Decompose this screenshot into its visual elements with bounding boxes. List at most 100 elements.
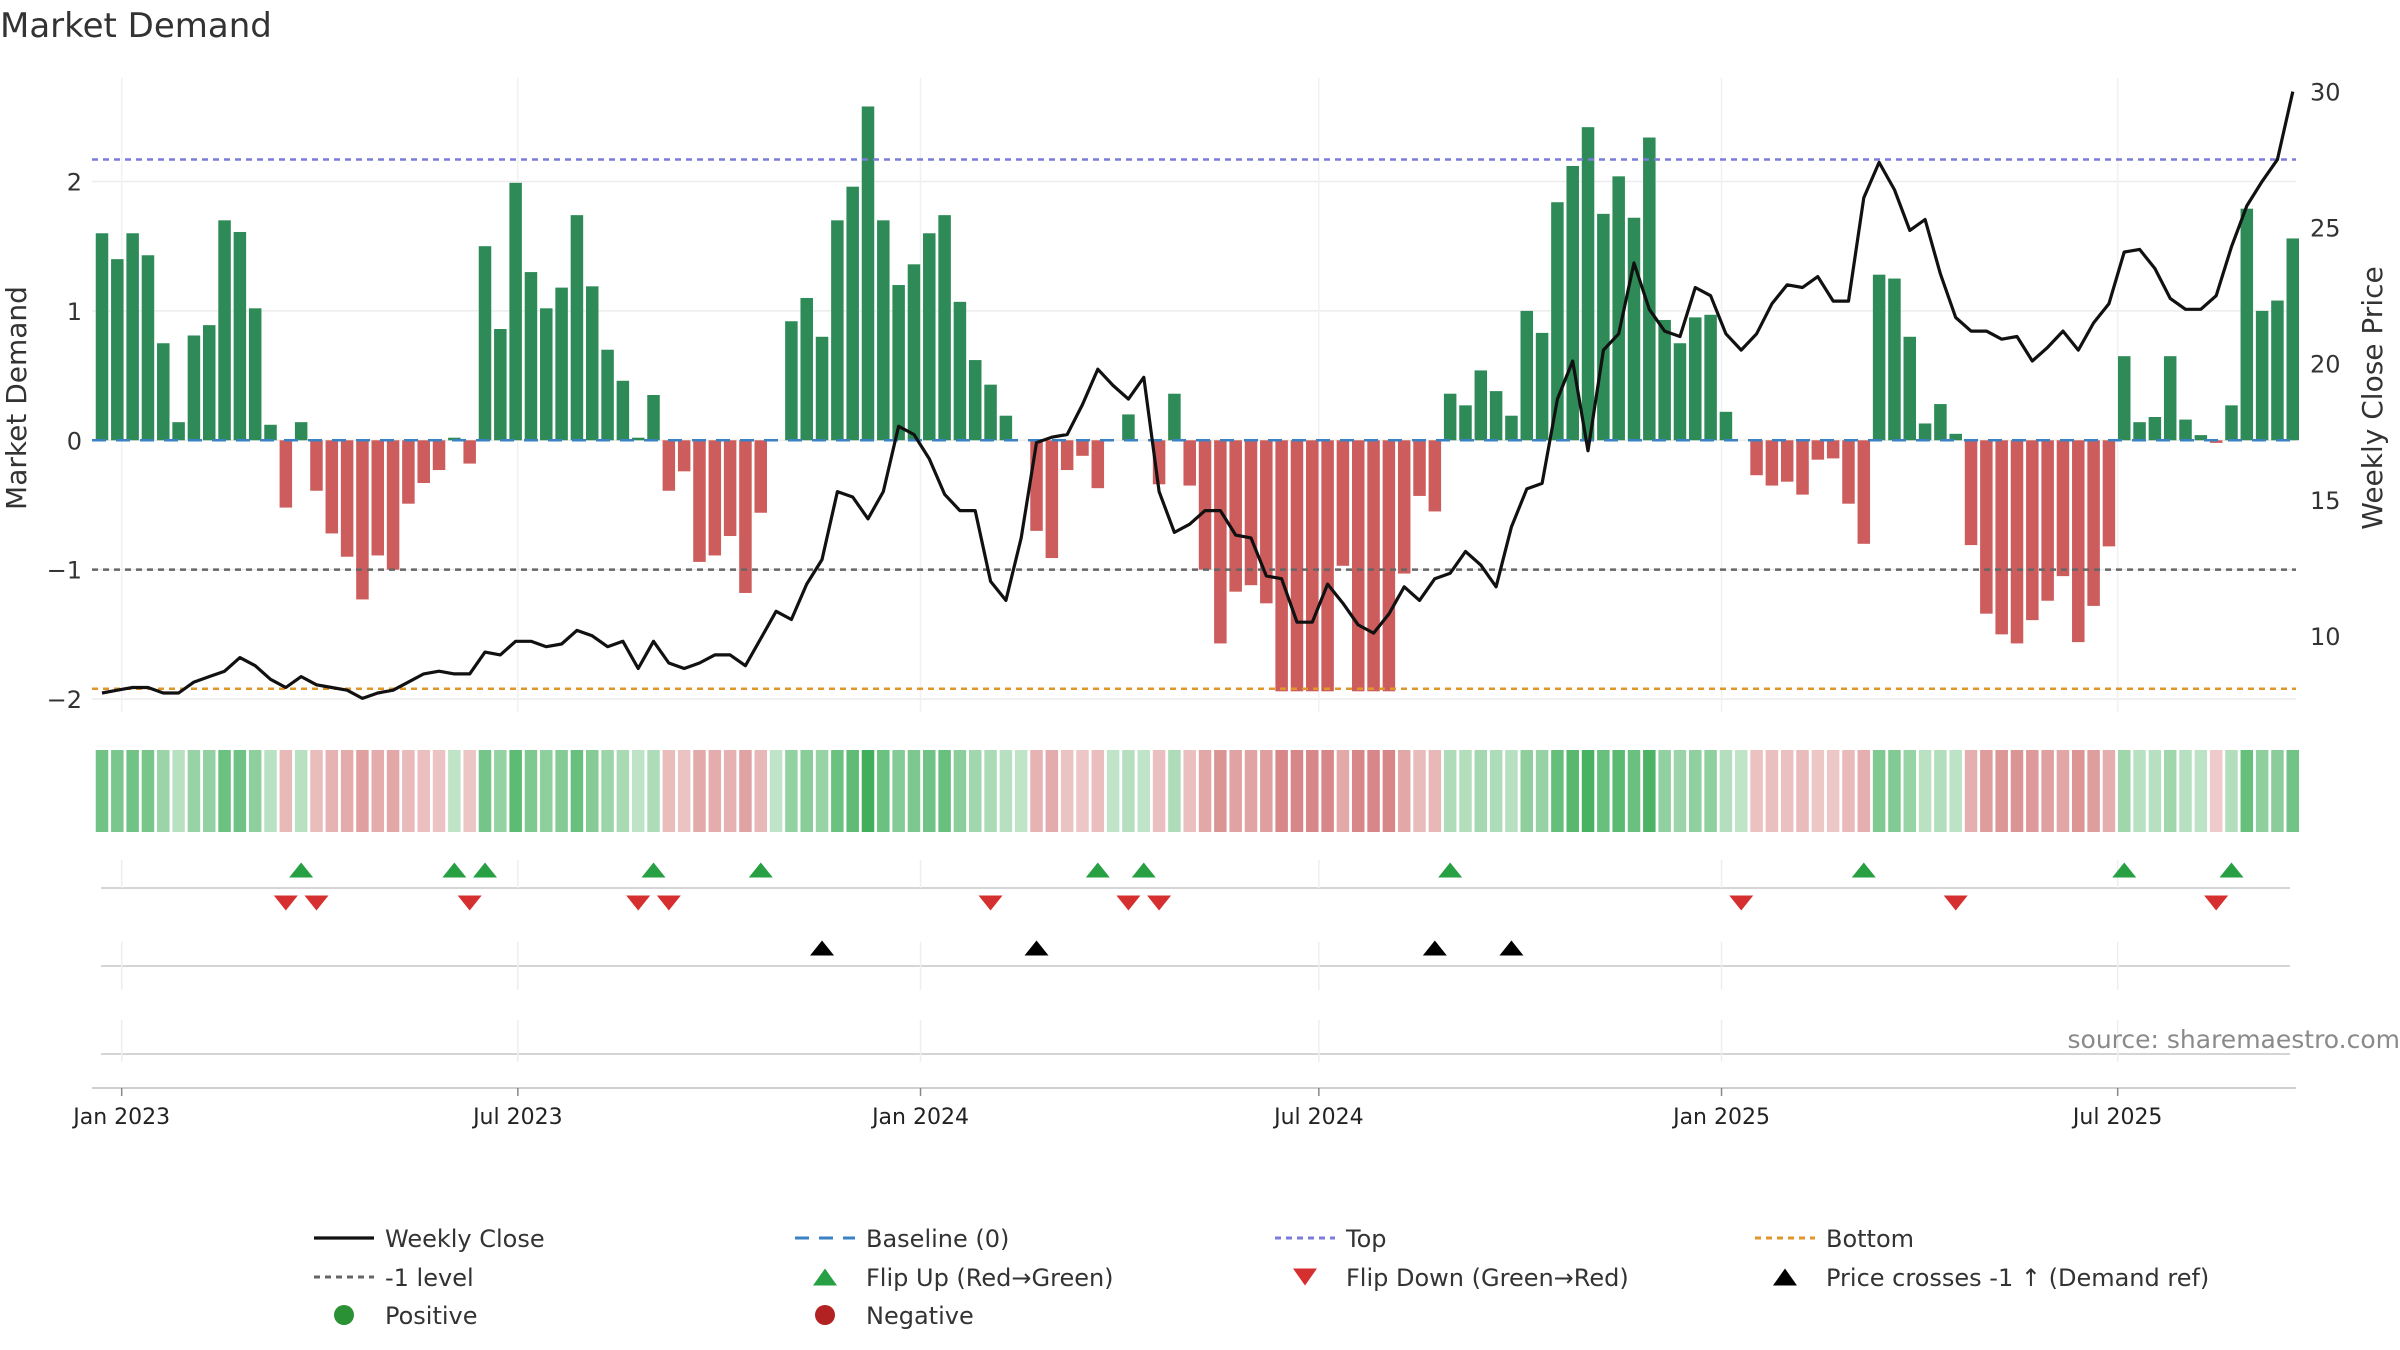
- legend-swatch-price-crosses-1-demand-ref: [1773, 1268, 1797, 1286]
- heat-cell: [218, 750, 231, 832]
- demand-bar: [1122, 414, 1135, 441]
- demand-bar: [1382, 440, 1396, 692]
- demand-bar: [294, 422, 308, 441]
- demand-bar: [187, 335, 201, 441]
- demand-bar: [1811, 440, 1825, 460]
- demand-bar: [1198, 440, 1212, 570]
- demand-bar: [1535, 332, 1549, 441]
- demand-bar: [754, 440, 768, 513]
- demand-bar: [555, 287, 568, 441]
- heat-cell: [1980, 750, 1993, 832]
- demand-bar: [386, 440, 400, 570]
- heat-cell: [233, 750, 247, 832]
- demand-bar: [1627, 217, 1641, 441]
- demand-bar: [800, 297, 813, 441]
- demand-bar: [371, 440, 385, 556]
- demand-bar: [923, 233, 936, 441]
- heat-cell: [968, 750, 982, 832]
- flip-up-marker: [2219, 862, 2244, 878]
- heat-cell: [2286, 750, 2300, 832]
- heat-cell: [1811, 750, 1825, 832]
- heat-cell: [831, 750, 844, 832]
- heat-cell: [1306, 750, 1319, 832]
- heat-cell: [1627, 750, 1641, 832]
- heat-cell: [1551, 750, 1564, 832]
- heat-cell: [2225, 750, 2238, 832]
- demand-bar: [141, 255, 155, 441]
- heat-cell: [1106, 750, 1120, 832]
- heat-cell: [463, 750, 476, 832]
- heat-cell: [1765, 750, 1779, 832]
- heat-cell: [601, 750, 614, 832]
- demand-bar: [1566, 165, 1579, 441]
- heat-cell: [1214, 750, 1227, 832]
- x-axis: Jan 2023 Jul 2023 Jan 2024 Jul 2024 Jan 2025…: [71, 1087, 2296, 1130]
- flip-down-marker: [1729, 895, 1754, 911]
- demand-bar: [861, 106, 875, 441]
- heat-cell: [1796, 750, 1809, 832]
- demand-bar: [1397, 440, 1411, 574]
- demand-bar: [417, 440, 430, 483]
- legend-swatch-negative: [815, 1305, 835, 1325]
- demand-bar: [1091, 440, 1105, 489]
- heat-cell: [785, 750, 798, 832]
- legend-swatch-flip-down-green-red: [1293, 1268, 1317, 1286]
- demand-bar: [1260, 440, 1273, 604]
- demand-bar: [248, 308, 262, 441]
- demand-bar: [1643, 137, 1656, 441]
- heat-cell: [877, 750, 890, 832]
- legend: Weekly Close Baseline (0) Top Bottom -1 leve…: [314, 1225, 2209, 1330]
- demand-bar: [1505, 415, 1518, 441]
- flip-up-marker: [748, 862, 773, 878]
- demand-bar: [907, 264, 921, 441]
- heat-cell: [815, 750, 829, 832]
- reference-lines: [92, 158, 2296, 690]
- demand-bar: [677, 440, 691, 472]
- demand-bar: [938, 215, 951, 441]
- heat-cell: [540, 750, 553, 832]
- demand-bar: [1980, 440, 1993, 614]
- heat-cell: [2026, 750, 2039, 832]
- legend-label-negative: Negative: [866, 1302, 974, 1330]
- heat-cell: [2010, 750, 2024, 832]
- demand-bar: [402, 440, 415, 504]
- heat-cell: [432, 750, 446, 832]
- demand-bar: [1750, 440, 1763, 476]
- y-left-tick-label: 2: [67, 169, 82, 197]
- demand-bar: [1719, 411, 1733, 441]
- demand-bar: [1964, 440, 1978, 546]
- flip-down-marker: [457, 895, 482, 911]
- x-tick-label: Jan 2025: [1671, 1105, 1770, 1130]
- demand-bar: [2194, 435, 2208, 441]
- heat-cell: [509, 750, 522, 832]
- heat-cell: [494, 750, 507, 832]
- demand-bar: [601, 349, 614, 441]
- demand-bar: [2148, 416, 2162, 441]
- chart-title: Market Demand: [0, 6, 272, 46]
- heat-cell: [999, 750, 1013, 832]
- heat-cell: [1597, 750, 1610, 832]
- demand-bar: [570, 215, 584, 441]
- heat-cell: [325, 750, 339, 832]
- heat-cell: [1505, 750, 1518, 832]
- demand-bars: [95, 106, 2300, 692]
- flip-up-marker: [2112, 862, 2137, 878]
- heat-cell: [1842, 750, 1855, 832]
- heat-cell: [294, 750, 308, 832]
- demand-bar: [785, 321, 798, 441]
- demand-bar: [631, 437, 645, 441]
- x-tick-label: Jul 2023: [471, 1105, 563, 1130]
- demand-heat-strip: [95, 750, 2300, 832]
- demand-bar: [999, 415, 1013, 441]
- heat-cell: [1183, 750, 1196, 832]
- demand-bar: [2209, 440, 2223, 443]
- heat-cell: [1780, 750, 1794, 832]
- flip-down-marker: [626, 895, 651, 911]
- demand-bar: [662, 440, 676, 491]
- heat-cell: [1137, 750, 1151, 832]
- heat-cell: [448, 750, 461, 832]
- demand-bar: [953, 301, 967, 441]
- demand-bar: [2255, 310, 2269, 441]
- demand-bar: [1903, 336, 1917, 441]
- heat-cell: [402, 750, 415, 832]
